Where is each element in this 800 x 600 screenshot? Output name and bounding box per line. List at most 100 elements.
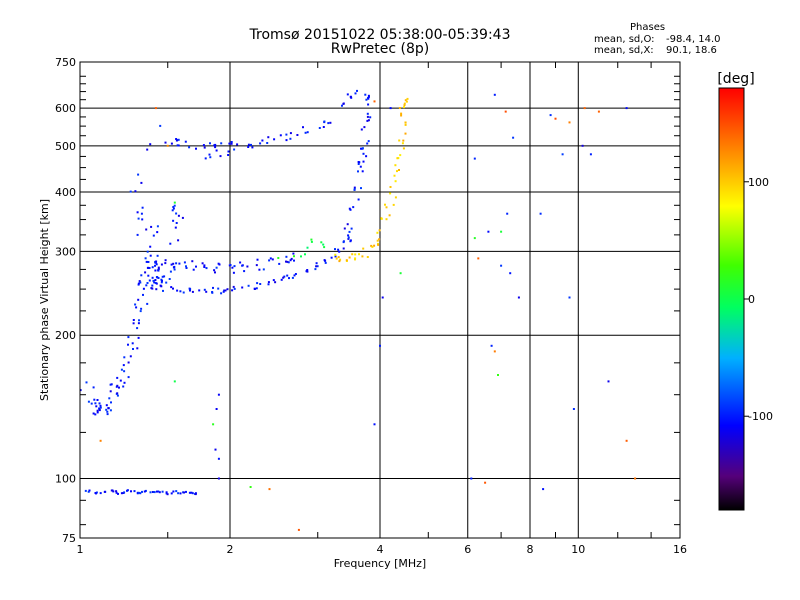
data-point	[367, 97, 370, 99]
data-point	[176, 289, 179, 292]
data-point	[315, 265, 318, 268]
data-point	[87, 490, 90, 493]
data-point	[145, 260, 148, 263]
data-point	[169, 270, 172, 273]
data-point	[198, 289, 201, 292]
data-point	[173, 265, 176, 268]
data-point	[277, 257, 280, 259]
data-point	[589, 153, 592, 156]
data-point	[203, 288, 206, 291]
data-point	[236, 143, 239, 146]
colorbar-ticks: 100 0 -100	[744, 176, 773, 423]
data-point	[191, 290, 194, 293]
data-point	[241, 264, 244, 267]
data-point	[99, 439, 102, 442]
data-point	[108, 397, 111, 400]
data-point	[349, 208, 352, 211]
data-point	[367, 119, 370, 122]
data-point	[348, 207, 351, 210]
data-point	[220, 292, 223, 295]
data-point	[399, 154, 402, 157]
data-point	[145, 284, 148, 287]
data-point	[477, 257, 480, 260]
data-point	[366, 119, 369, 122]
y-tick-label: 400	[55, 186, 76, 199]
data-point	[294, 273, 297, 275]
data-point	[568, 296, 571, 299]
data-point	[145, 228, 148, 231]
data-point	[228, 142, 231, 145]
data-point	[151, 284, 154, 287]
data-point	[285, 260, 287, 263]
data-point	[247, 143, 250, 146]
data-point	[243, 270, 246, 273]
data-point	[329, 121, 332, 124]
data-point	[396, 157, 399, 160]
data-point	[185, 265, 187, 268]
data-point	[366, 256, 369, 258]
data-point	[156, 225, 159, 228]
data-point	[267, 281, 270, 284]
data-point	[133, 490, 136, 493]
data-point	[175, 222, 178, 224]
data-point	[272, 279, 275, 282]
data-point	[354, 257, 357, 260]
data-point	[509, 272, 512, 275]
data-point	[361, 255, 364, 258]
data-point	[173, 201, 176, 204]
data-point	[324, 261, 327, 264]
data-point	[144, 271, 147, 274]
colorbar-tick-label: -100	[748, 410, 773, 423]
data-point	[160, 278, 163, 281]
data-point	[141, 206, 144, 209]
data-point	[119, 379, 122, 382]
data-point	[549, 114, 552, 117]
data-point	[94, 402, 97, 405]
data-point	[177, 492, 180, 495]
data-point	[262, 268, 265, 271]
data-point	[177, 144, 180, 147]
data-point	[172, 219, 175, 222]
data-point	[365, 155, 368, 158]
data-point	[362, 247, 365, 250]
data-point	[175, 212, 178, 215]
data-point	[306, 246, 309, 249]
data-point	[402, 147, 405, 150]
data-point	[334, 253, 337, 256]
data-point	[403, 102, 406, 105]
data-point	[373, 423, 376, 426]
data-point	[376, 239, 379, 242]
data-point	[231, 289, 234, 292]
data-point	[357, 170, 359, 173]
data-point	[79, 389, 82, 392]
data-point	[304, 131, 307, 134]
data-point	[166, 144, 169, 147]
data-point	[404, 132, 407, 135]
data-point	[403, 104, 406, 106]
axis-labels: 1 2 4 6 8 10 16 75 100 200 300 400 500 600 750	[55, 56, 687, 556]
data-point	[278, 262, 281, 265]
data-point	[393, 174, 396, 177]
data-point	[155, 263, 158, 266]
data-point	[211, 291, 214, 294]
data-point	[568, 121, 571, 124]
data-point	[132, 348, 134, 350]
data-point	[141, 490, 143, 493]
data-point	[127, 376, 130, 379]
data-point	[396, 170, 398, 173]
data-point	[155, 288, 158, 291]
data-point	[373, 244, 376, 247]
data-point	[218, 263, 221, 266]
data-point	[136, 233, 139, 236]
data-point	[178, 262, 181, 265]
data-point	[173, 204, 176, 207]
data-point	[358, 253, 360, 256]
data-point	[220, 142, 223, 145]
data-point	[149, 245, 152, 248]
data-point	[398, 107, 401, 109]
data-point	[143, 490, 146, 493]
data-point	[141, 218, 144, 221]
y-tick-label: 300	[55, 245, 76, 258]
data-point	[140, 274, 143, 277]
data-point	[138, 319, 140, 322]
